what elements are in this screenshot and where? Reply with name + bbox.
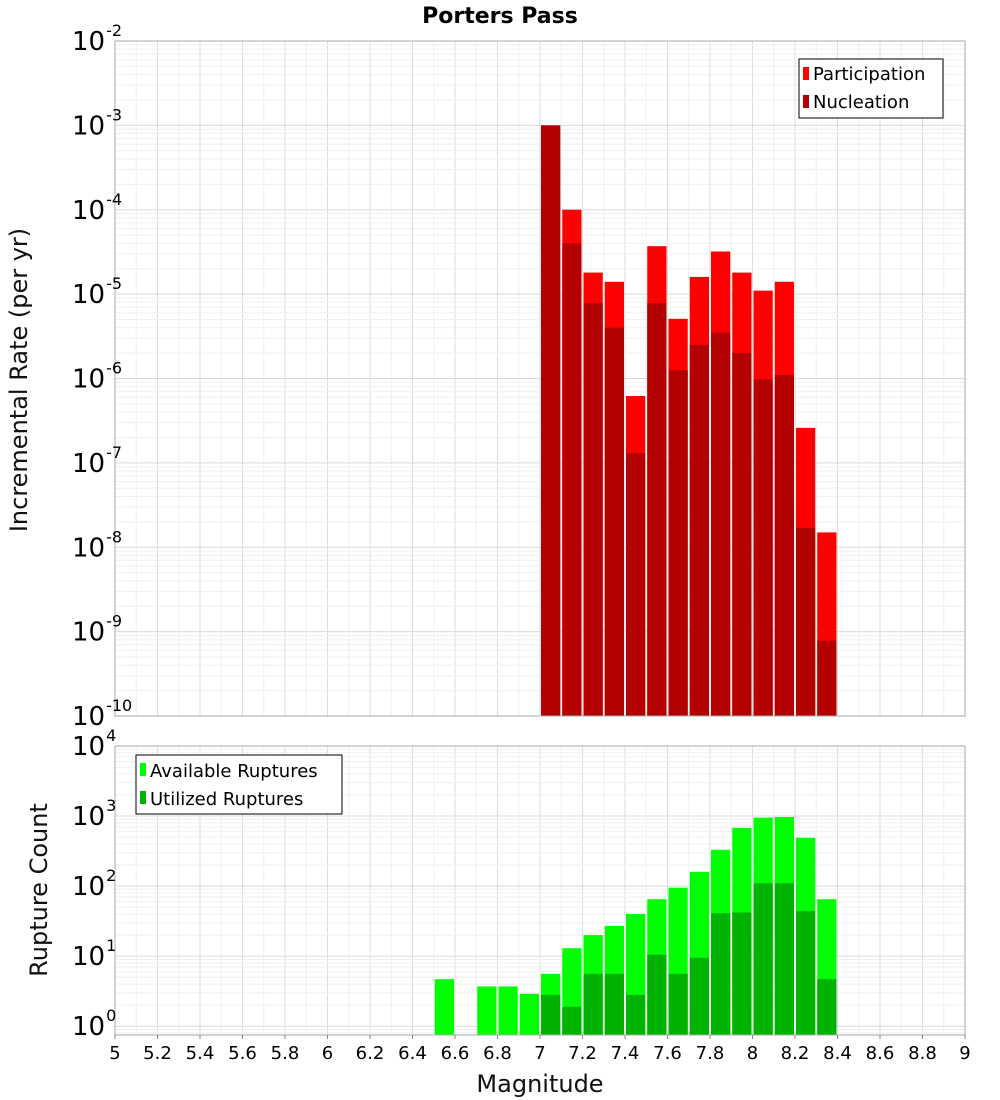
- bottom-bar-available-ruptures: [519, 993, 539, 1035]
- top-bar-nucleation: [689, 344, 709, 716]
- bottom-bar-utilized-ruptures: [817, 979, 837, 1035]
- bottom-bar-utilized-ruptures: [796, 911, 816, 1035]
- top-plot-frame: [114, 40, 966, 717]
- legend-swatch-utilized: [140, 791, 146, 804]
- top-bar-nucleation: [562, 243, 582, 717]
- bottom-bar-utilized-ruptures: [753, 883, 773, 1035]
- legend-label-participation: Participation: [813, 64, 925, 85]
- bottom-y-tick-label: 100: [72, 1006, 116, 1042]
- bottom-bar-utilized-ruptures: [689, 957, 709, 1035]
- top-y-tick-label: 10-2: [72, 21, 122, 57]
- legend-swatch-nucleation: [803, 95, 809, 108]
- top-y-axis-label: Incremental Rate (per yr): [5, 228, 33, 532]
- x-tick-label: 9: [959, 1043, 970, 1064]
- top-bar-nucleation: [647, 303, 667, 716]
- x-tick-label: 6: [322, 1043, 333, 1064]
- legend-label-utilized: Utilized Ruptures: [150, 789, 303, 810]
- top-bars: [541, 125, 837, 717]
- top-bar-nucleation: [541, 125, 561, 716]
- bottom-bar-utilized-ruptures: [732, 912, 752, 1035]
- legend-swatch-available: [140, 763, 146, 776]
- legend-label-nucleation: Nucleation: [813, 92, 909, 113]
- bottom-legend-box: [135, 754, 343, 815]
- legend-swatch-participation: [803, 67, 809, 80]
- x-tick-label: 8.2: [781, 1043, 810, 1064]
- x-tick-label: 6.2: [356, 1043, 385, 1064]
- x-tick-label: 7.8: [696, 1043, 725, 1064]
- top-y-tick-label: 10-10: [72, 696, 132, 732]
- bottom-bar-utilized-ruptures: [711, 913, 731, 1035]
- x-tick-label: 8: [747, 1043, 758, 1064]
- bottom-y-ticks: 100 101 102 103 104: [72, 726, 116, 1042]
- bottom-y-tick-label: 102: [72, 866, 116, 902]
- top-bar-nucleation: [774, 375, 794, 716]
- top-bar-nucleation: [626, 453, 646, 716]
- bottom-bar-available-ruptures: [477, 986, 497, 1035]
- x-tick-label: 6.4: [398, 1043, 427, 1064]
- bottom-legend: Available Ruptures Utilized Ruptures: [135, 754, 343, 815]
- legend-label-available: Available Ruptures: [150, 761, 318, 782]
- x-tick-label: 5.6: [228, 1043, 257, 1064]
- bottom-bar-utilized-ruptures: [562, 1006, 582, 1035]
- x-tick-label: 8.6: [866, 1043, 895, 1064]
- bottom-bar-utilized-ruptures: [541, 994, 561, 1035]
- bottom-y-tick-label: 101: [72, 936, 116, 972]
- x-tick-label: 5.8: [271, 1043, 300, 1064]
- x-axis-label: Magnitude: [476, 1070, 603, 1098]
- top-bar-nucleation: [668, 370, 688, 716]
- bottom-bar-utilized-ruptures: [583, 973, 603, 1035]
- top-bar-nucleation: [732, 353, 752, 716]
- top-bar-nucleation: [753, 379, 773, 716]
- x-tick-label: 6.8: [483, 1043, 512, 1064]
- top-bar-nucleation: [796, 527, 816, 716]
- chart-title: Porters Pass: [422, 4, 578, 29]
- x-tick-label: 5: [109, 1043, 120, 1064]
- x-tick-label: 6.6: [441, 1043, 470, 1064]
- x-tick-label: 8.4: [823, 1043, 852, 1064]
- bottom-bar-utilized-ruptures: [604, 973, 624, 1035]
- bottom-bar-utilized-ruptures: [647, 954, 667, 1035]
- x-tick-label: 5.4: [186, 1043, 215, 1064]
- top-bar-nucleation: [817, 640, 837, 716]
- x-tick-label: 7.2: [568, 1043, 597, 1064]
- top-legend-box: [798, 58, 944, 119]
- bottom-bars: [434, 816, 837, 1035]
- top-bar-nucleation: [604, 327, 624, 716]
- x-tick-label: 7: [534, 1043, 545, 1064]
- top-legend: Participation Nucleation: [798, 58, 944, 119]
- x-tick-label: 5.2: [143, 1043, 172, 1064]
- x-tick-label: 8.8: [908, 1043, 937, 1064]
- bottom-bar-available-ruptures: [434, 979, 454, 1035]
- x-ticks: 5 5.2 5.4 5.6 5.8 6 6.2 6.4 6.6 6.8 7 7.2 7.4 7.6 7.8 8…: [109, 1035, 971, 1064]
- top-bar-nucleation: [583, 303, 603, 716]
- top-y-tick-label: 10-8: [72, 527, 122, 563]
- bottom-y-tick-label: 104: [72, 726, 116, 762]
- bottom-y-tick-label: 103: [72, 796, 116, 832]
- bottom-bar-available-ruptures: [498, 986, 518, 1035]
- top-grid: [114, 40, 966, 717]
- bottom-bar-utilized-ruptures: [668, 973, 688, 1035]
- bottom-bar-utilized-ruptures: [626, 994, 646, 1035]
- x-tick-label: 7.4: [611, 1043, 640, 1064]
- bottom-bar-utilized-ruptures: [774, 883, 794, 1035]
- bottom-y-axis-label: Rupture Count: [25, 803, 53, 977]
- x-tick-label: 7.6: [653, 1043, 682, 1064]
- top-bar-nucleation: [711, 332, 731, 716]
